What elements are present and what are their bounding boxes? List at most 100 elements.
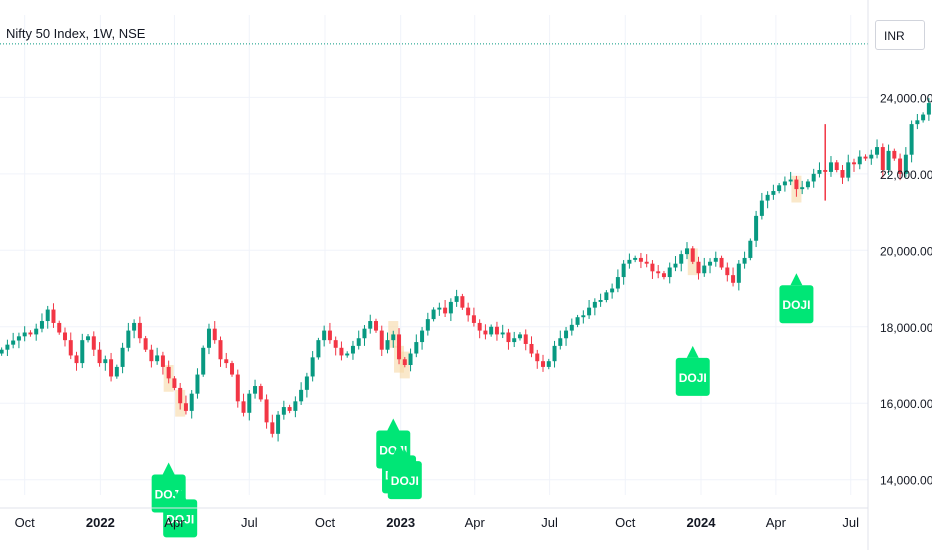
candle-body [126,330,131,348]
candle-body [293,401,298,411]
candle-body [34,328,39,335]
candle-body [506,332,511,343]
candle-body [276,414,281,434]
candle-body [68,340,73,356]
signal-label: DOJI [166,512,194,526]
candle-body [218,340,223,360]
candle-body [172,378,177,388]
candle-body [679,254,684,264]
candle-body [241,401,246,413]
candle-body [644,261,649,264]
candle-body [258,386,263,400]
candle-body [731,275,736,283]
candle-body [391,334,396,341]
candle-body [673,263,678,268]
x-tick-label: 2024 [687,515,717,530]
candle-body [132,322,137,331]
candle-body [137,322,142,339]
currency-selector[interactable]: INR [875,20,925,50]
signal-box [163,499,198,538]
candle-body [103,359,108,364]
x-tick-label: Jul [842,515,859,530]
candle-body [212,328,217,341]
candle-body [448,301,453,314]
candle-body [431,309,436,320]
candle-body [535,353,540,362]
candle-body [621,263,626,278]
candle-body [362,328,367,339]
candle-body [11,340,16,345]
doji-signals[interactable]: DOJIDOJIDOJIDOJIDOJIDOJIDOJI [151,273,814,538]
candle-body [304,376,309,390]
candle-body [206,328,211,348]
candle-body [926,103,931,115]
candle-body [696,261,701,274]
candle-body [627,259,632,264]
candle-body [610,288,615,293]
candle-body [379,330,384,350]
candle-body [397,334,402,360]
candle-body [28,332,33,335]
signal-arrow [162,462,175,475]
candle-body [500,332,505,335]
y-tick-label: 24,000.00 [880,91,932,105]
candle-body [892,150,897,159]
candle-body [494,326,499,335]
candle-body [569,324,574,331]
signal-label: DOJI [391,474,419,488]
candle-body [149,349,154,362]
candle-body [708,261,713,266]
candle-body [368,321,373,329]
candle-body [235,374,240,402]
doji-signal[interactable]: DOJI [387,449,422,500]
candle-body [166,366,171,379]
candle-body [86,336,91,341]
y-tick-label: 14,000.00 [880,474,932,488]
candle-body [598,300,603,302]
candle-body [529,343,534,354]
candle-body [517,334,522,339]
candle-body [592,301,597,308]
candle-body [74,355,79,364]
candle-body [425,319,430,331]
candle-body [402,359,407,365]
candle-body [327,330,332,341]
candle-body [903,154,908,174]
candle-body [466,307,471,316]
doji-signal[interactable]: DOJI [779,273,814,324]
candle-body [915,120,920,125]
candle-body [725,267,730,276]
candle-body [558,338,563,346]
candle-body [339,347,344,356]
candle-body [224,359,229,364]
candle-body [541,361,546,367]
candle-body [788,179,793,182]
candle-body [782,181,787,186]
doji-signal[interactable]: DOJI [675,345,710,396]
grid-lines [0,15,868,495]
x-tick-label: Apr [766,515,787,530]
candle-body [765,194,770,201]
candle-body [460,296,465,308]
candle-body [713,257,718,262]
candle-body [587,307,592,316]
candle-body [742,257,747,264]
candle-body [638,257,643,262]
candle-body [91,336,96,350]
candle-body [109,359,114,377]
signal-box [779,285,814,324]
candle-body [350,345,355,354]
candle-body [97,349,102,364]
candle-body [143,338,148,350]
doji-signal[interactable]: DOJI [163,487,198,538]
candle-body [564,330,569,339]
candle-body [754,215,759,241]
candle-body [62,332,67,341]
candle-body [0,349,4,354]
candle-body [16,336,21,341]
candle-body [373,321,378,331]
candle-body [287,407,292,411]
candle-body [736,263,741,283]
candle-body [5,344,10,350]
